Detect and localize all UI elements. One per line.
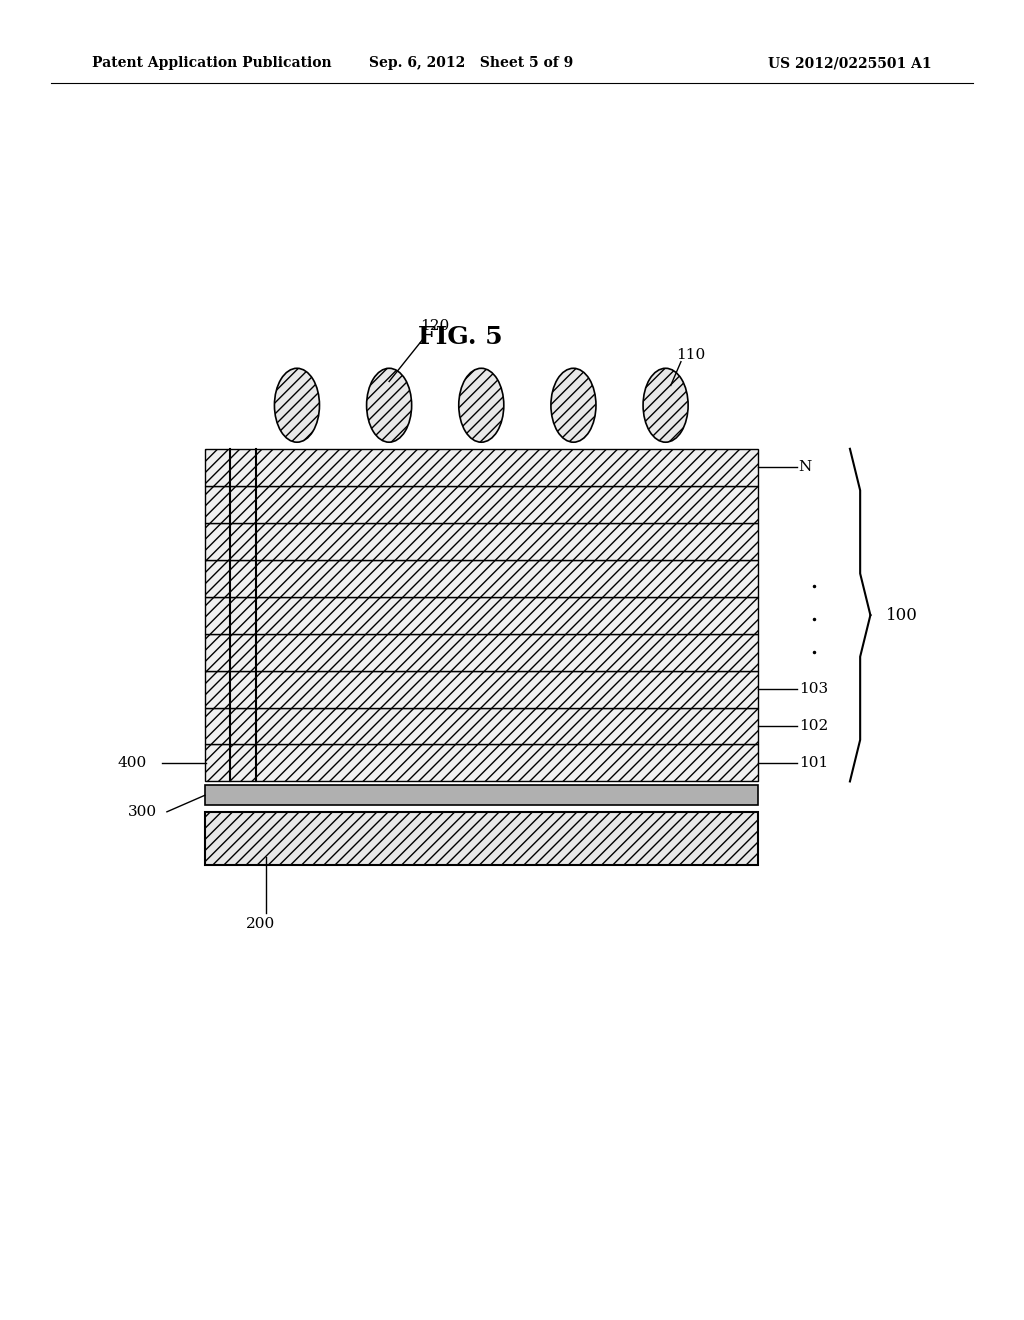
Bar — [205, 671, 758, 708]
Text: 100: 100 — [886, 607, 918, 623]
Bar — [205, 744, 758, 781]
Text: 110: 110 — [676, 348, 706, 362]
Text: 400: 400 — [118, 756, 147, 770]
Text: 102: 102 — [799, 719, 828, 733]
Bar — [205, 560, 758, 597]
Text: 300: 300 — [128, 805, 157, 818]
Text: 103: 103 — [799, 682, 827, 696]
Bar — [205, 597, 758, 634]
Bar — [205, 785, 758, 805]
Ellipse shape — [274, 368, 319, 442]
Bar — [205, 449, 758, 486]
Bar — [205, 523, 758, 560]
Text: Patent Application Publication: Patent Application Publication — [92, 57, 332, 70]
Ellipse shape — [551, 368, 596, 442]
Text: 120: 120 — [421, 319, 450, 333]
Bar — [205, 812, 758, 865]
Bar — [205, 634, 758, 671]
Text: N: N — [799, 461, 812, 474]
Text: 200: 200 — [246, 917, 275, 931]
Text: FIG. 5: FIG. 5 — [419, 325, 503, 348]
Text: 101: 101 — [799, 756, 828, 770]
Text: Sep. 6, 2012   Sheet 5 of 9: Sep. 6, 2012 Sheet 5 of 9 — [369, 57, 573, 70]
Ellipse shape — [643, 368, 688, 442]
Bar — [205, 708, 758, 744]
Ellipse shape — [459, 368, 504, 442]
Text: US 2012/0225501 A1: US 2012/0225501 A1 — [768, 57, 932, 70]
Bar — [205, 486, 758, 523]
Ellipse shape — [367, 368, 412, 442]
